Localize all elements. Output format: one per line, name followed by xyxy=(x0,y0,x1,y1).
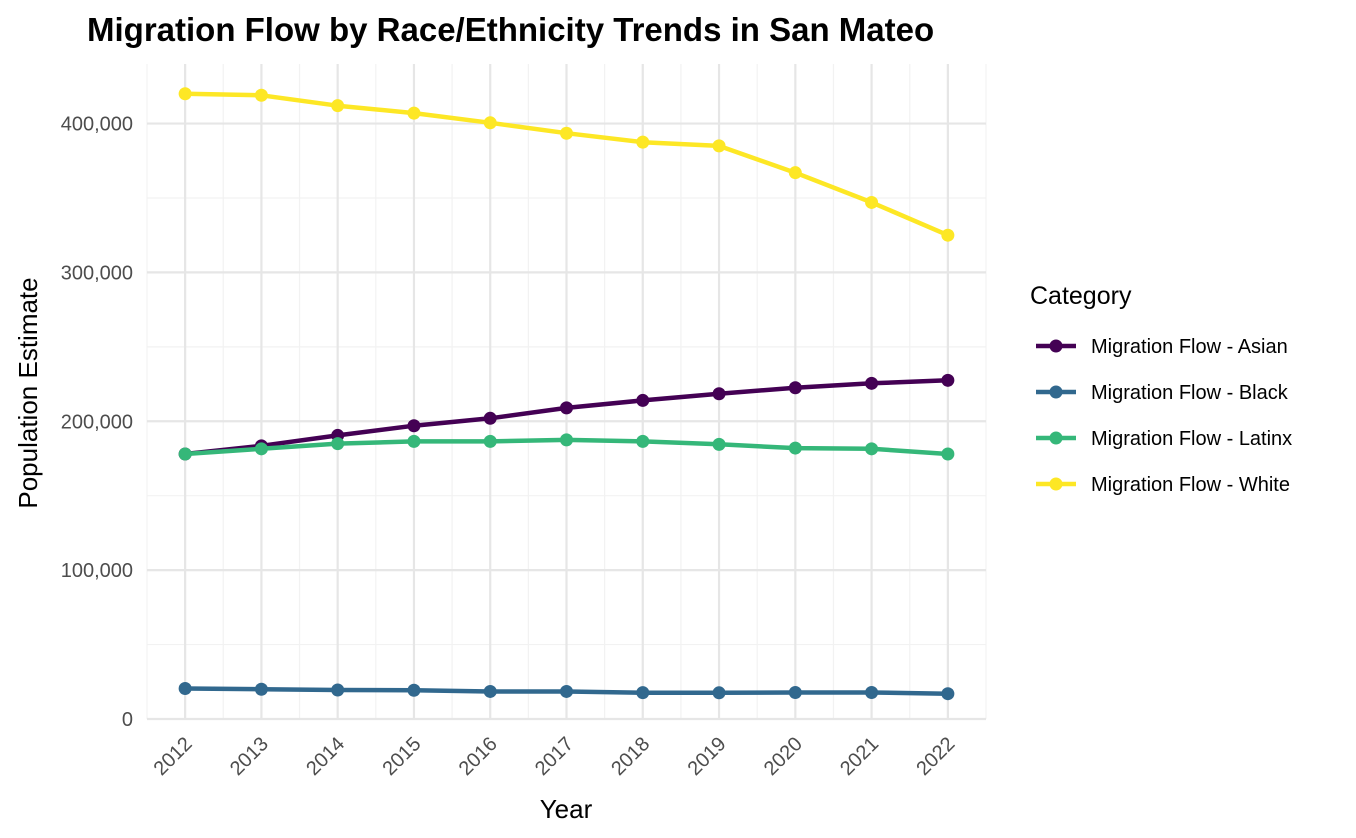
data-point xyxy=(483,116,497,130)
legend-label: Migration Flow - Asian xyxy=(1091,336,1288,358)
data-point xyxy=(636,135,650,149)
data-point xyxy=(407,683,421,697)
data-point xyxy=(178,87,192,101)
x-axis-ticks: 2012 2013 2014 2015 2016 2017 2018 2019 2020 2021… xyxy=(150,733,960,780)
data-point xyxy=(560,126,573,140)
legend-item: Migration Flow - Asian xyxy=(1036,336,1288,358)
data-point xyxy=(941,228,955,242)
data-point xyxy=(254,442,268,456)
data-point xyxy=(712,437,726,451)
data-point xyxy=(331,99,345,113)
legend-label: Migration Flow - Black xyxy=(1091,382,1289,404)
data-point xyxy=(941,373,955,387)
legend-label: Migration Flow - White xyxy=(1091,474,1290,496)
data-point xyxy=(560,401,573,415)
legend-key-point xyxy=(1049,477,1063,491)
chart-title: Migration Flow by Race/Ethnicity Trends … xyxy=(87,11,934,48)
data-point xyxy=(560,433,573,447)
legend-key-point xyxy=(1049,385,1063,399)
data-point xyxy=(483,434,497,448)
data-point xyxy=(865,686,879,700)
data-point xyxy=(712,686,726,700)
x-tick-label: 2019 xyxy=(684,733,731,780)
data-point xyxy=(178,681,192,695)
x-tick-label: 2016 xyxy=(455,733,502,780)
grid-major xyxy=(147,64,986,721)
x-tick-label: 2021 xyxy=(836,733,883,780)
y-tick-label: 100,000 xyxy=(61,560,133,582)
data-point xyxy=(788,441,802,455)
data-point xyxy=(331,437,345,451)
x-tick-label: 2020 xyxy=(760,733,807,780)
y-tick-label: 200,000 xyxy=(61,411,133,433)
data-point xyxy=(636,393,650,407)
legend-items: Migration Flow - Asian Migration Flow - B… xyxy=(1036,336,1292,496)
legend-item: Migration Flow - Black xyxy=(1036,382,1289,404)
x-tick-label: 2018 xyxy=(607,733,654,780)
data-point xyxy=(407,106,421,120)
data-point xyxy=(407,419,421,433)
data-point xyxy=(788,166,802,180)
x-tick-label: 2017 xyxy=(531,733,578,780)
y-tick-label: 400,000 xyxy=(61,114,133,136)
data-point xyxy=(941,687,955,701)
legend: Category Migration Flow - AsianMigration… xyxy=(1030,282,1292,496)
legend-item: Migration Flow - Latinx xyxy=(1036,428,1292,450)
x-tick-label: 2012 xyxy=(150,733,197,780)
data-point xyxy=(178,447,192,461)
legend-key-point xyxy=(1049,339,1063,353)
data-point xyxy=(865,195,879,209)
data-point xyxy=(254,88,268,102)
series-layer xyxy=(178,87,955,701)
data-point xyxy=(407,434,421,448)
data-point xyxy=(941,447,955,461)
series-migration-flow-black xyxy=(178,681,955,701)
data-point xyxy=(712,139,726,153)
x-tick-label: 2015 xyxy=(378,733,425,780)
y-axis-title: Population Estimate xyxy=(13,277,43,508)
series-migration-flow-latinx xyxy=(178,433,955,461)
data-point xyxy=(636,686,650,700)
y-axis-ticks: 0 100,000 200,000 300,000 400,000 xyxy=(61,114,133,731)
x-axis-title: Year xyxy=(540,794,593,824)
legend-label: Migration Flow - Latinx xyxy=(1091,428,1292,450)
data-point xyxy=(788,686,802,700)
data-point xyxy=(331,683,345,697)
data-point xyxy=(483,411,497,425)
legend-key-point xyxy=(1049,431,1063,445)
data-point xyxy=(254,682,268,696)
data-point xyxy=(560,684,573,698)
x-tick-label: 2014 xyxy=(302,733,349,780)
data-point xyxy=(712,387,726,401)
y-tick-label: 300,000 xyxy=(61,262,133,284)
data-point xyxy=(636,434,650,448)
data-point xyxy=(865,376,879,390)
legend-item: Migration Flow - White xyxy=(1036,474,1290,496)
x-tick-label: 2013 xyxy=(226,733,273,780)
x-tick-label: 2022 xyxy=(912,733,959,780)
data-point xyxy=(788,381,802,395)
data-point xyxy=(865,442,879,456)
data-point xyxy=(483,684,497,698)
series-migration-flow-white xyxy=(178,87,955,242)
y-tick-label: 0 xyxy=(122,709,133,731)
legend-title: Category xyxy=(1030,282,1132,310)
